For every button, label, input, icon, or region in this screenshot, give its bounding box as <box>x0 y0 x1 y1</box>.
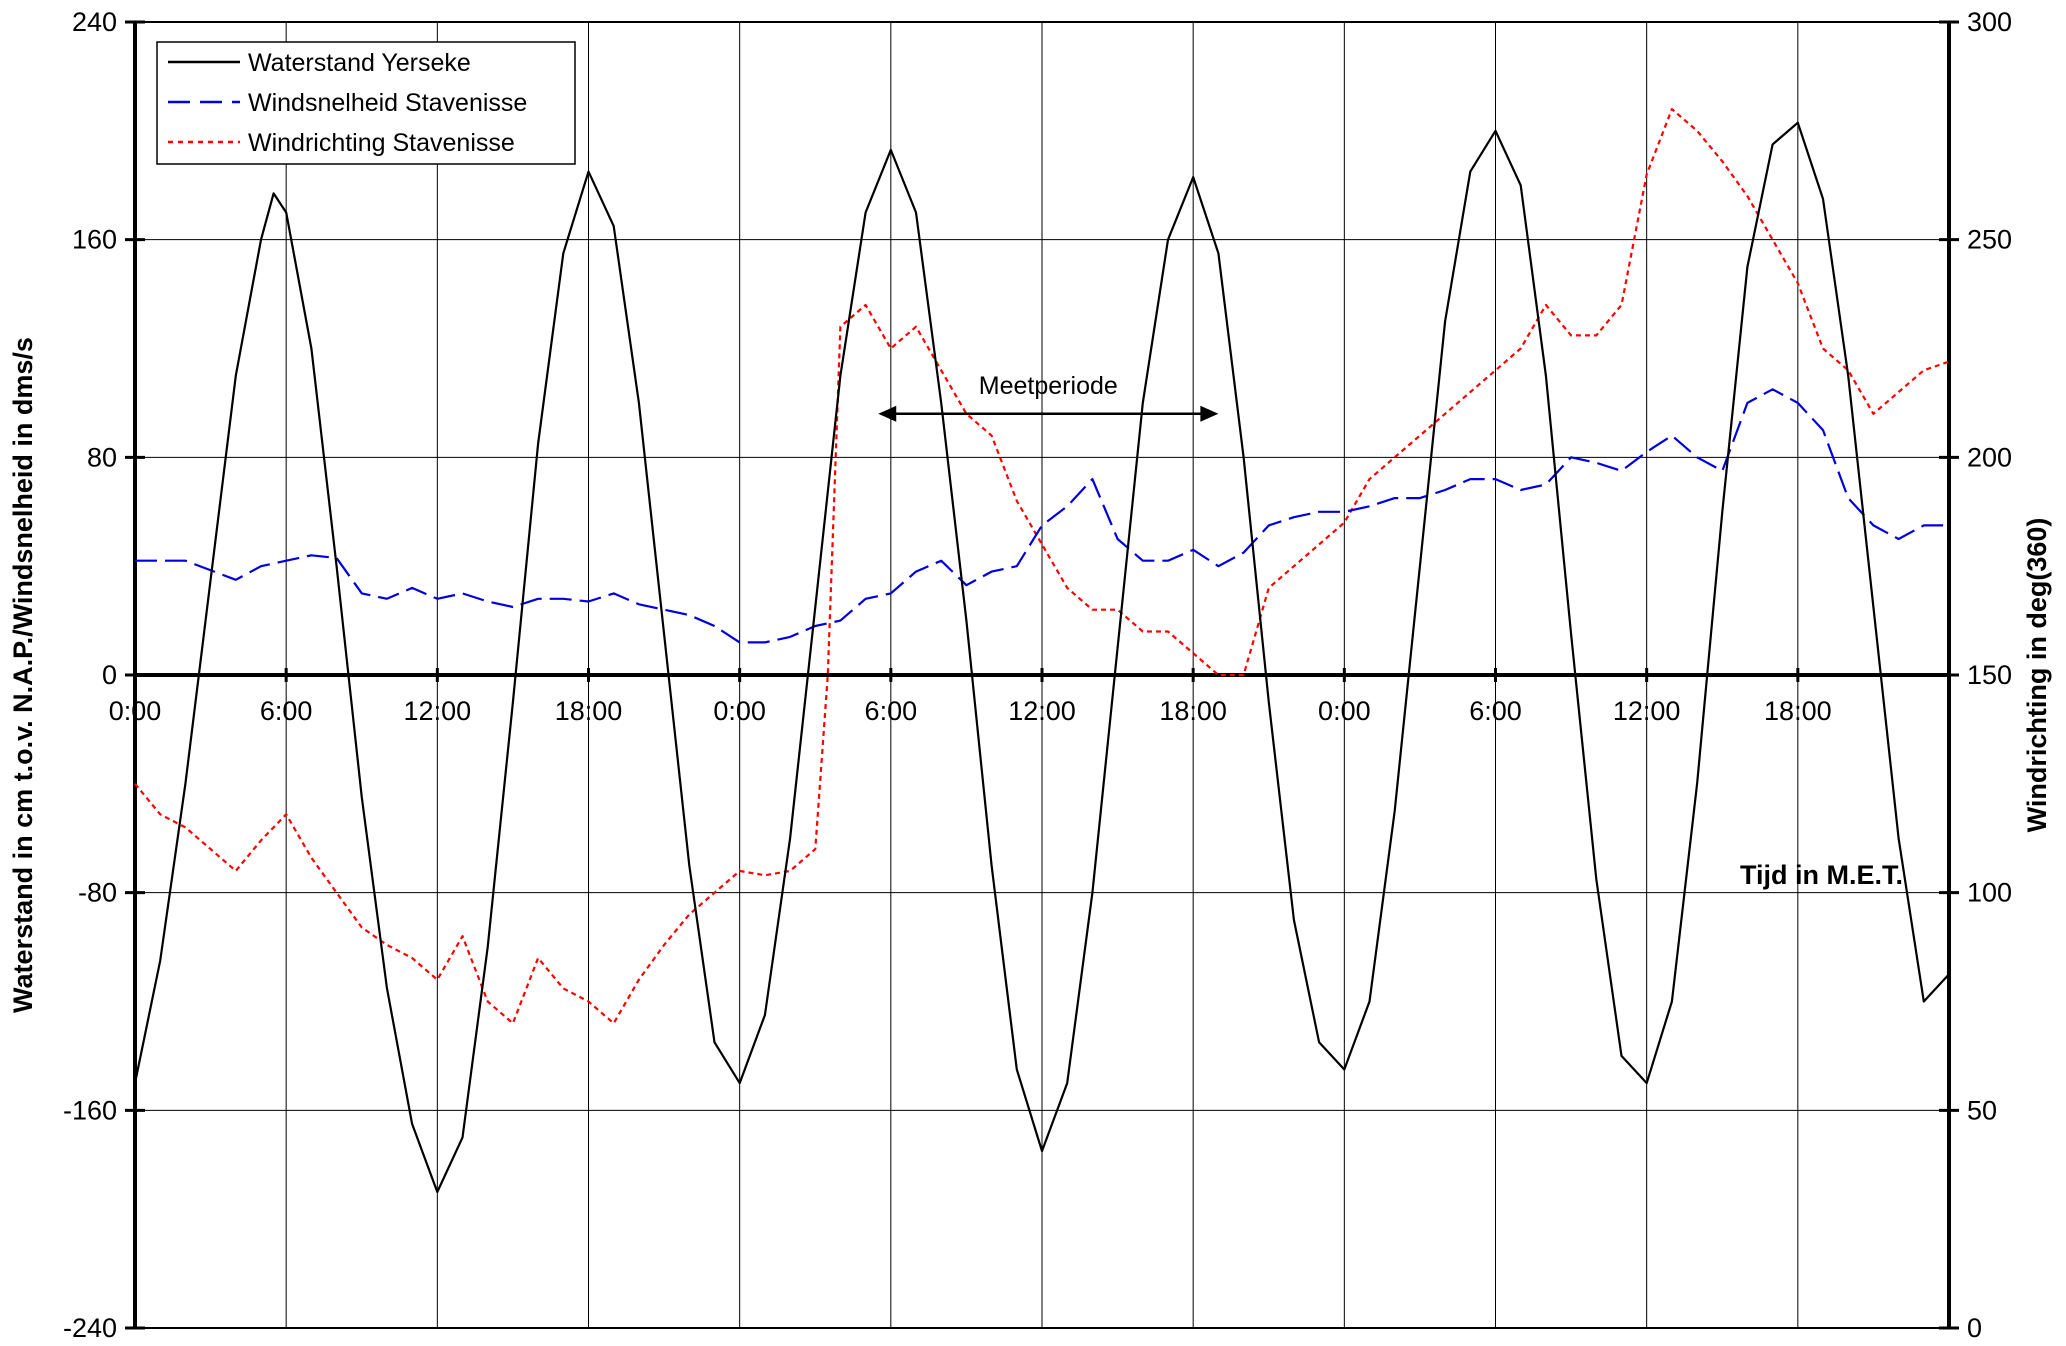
y-right-tick-label: 100 <box>1967 878 2012 908</box>
legend-label-waterstand: Waterstand Yerseke <box>248 49 471 77</box>
x-tick-label: 12:00 <box>404 696 472 726</box>
y-left-tick-label: 240 <box>72 7 117 37</box>
arrow-head-left <box>878 405 897 422</box>
x-tick-label: 6:00 <box>865 696 918 726</box>
x-tick-label: 0:00 <box>109 696 162 726</box>
y-right-tick-label: 150 <box>1967 660 2012 690</box>
x-tick-label: 18:00 <box>1159 696 1227 726</box>
x-tick-label: 12:00 <box>1613 696 1681 726</box>
y-right-tick-label: 250 <box>1967 225 2012 255</box>
y-left-tick-label: -160 <box>63 1095 117 1125</box>
x-tick-label: 12:00 <box>1008 696 1076 726</box>
y-left-tick-label: -80 <box>78 878 117 908</box>
x-axis-title: Tijd in M.E.T. <box>1740 860 1903 890</box>
series-line-waterstand-yerseke <box>133 121 1950 1194</box>
x-tick-labels: 0:00 6:00 12:00 18:00 0:00 6:00 12:00 18:00 0:00… <box>109 696 1832 726</box>
y-left-tick-label: 0 <box>102 660 117 690</box>
x-tick-label: 18:00 <box>555 696 623 726</box>
arrow-head-right <box>1200 405 1219 422</box>
meetperiode-label: Meetperiode <box>979 372 1118 400</box>
series-layer <box>133 107 1950 1194</box>
x-tick-label: 6:00 <box>1469 696 1522 726</box>
y-right-tick-label: 50 <box>1967 1095 1997 1125</box>
y-left-tick-label: 80 <box>87 442 117 472</box>
legend-label-windrichting: Windrichting Stavenisse <box>248 129 515 157</box>
y-left-tick-label: -240 <box>63 1313 117 1343</box>
x-tick-label: 18:00 <box>1764 696 1832 726</box>
legend-label-windsnelheid: Windsnelheid Stavenisse <box>248 89 527 117</box>
x-tick-label: 6:00 <box>260 696 313 726</box>
y-axis-left: -240 -160 -80 0 80 160 240 <box>63 7 145 1343</box>
x-tick-label: 0:00 <box>713 696 766 726</box>
y-axis-left-title: Waterstand in cm t.o.v. N.A.P./Windsnelh… <box>8 337 38 1013</box>
meetperiode-annotation: Meetperiode <box>878 372 1219 422</box>
x-tick-label: 0:00 <box>1318 696 1371 726</box>
legend: Waterstand Yerseke Windsnelheid Stavenis… <box>156 41 576 165</box>
y-right-tick-label: 200 <box>1967 442 2012 472</box>
y-right-tick-label: 0 <box>1967 1313 1982 1343</box>
series-line-windsnelheid-stavenisse <box>135 388 1949 644</box>
y-right-tick-label: 300 <box>1967 7 2012 37</box>
y-axis-right-title: Windrichting in deg(360) <box>2022 518 2052 833</box>
y-left-tick-label: 160 <box>72 225 117 255</box>
y-axis-right: 0 50 100 150 200 250 300 <box>1939 7 2012 1343</box>
x-axis <box>133 668 1949 682</box>
